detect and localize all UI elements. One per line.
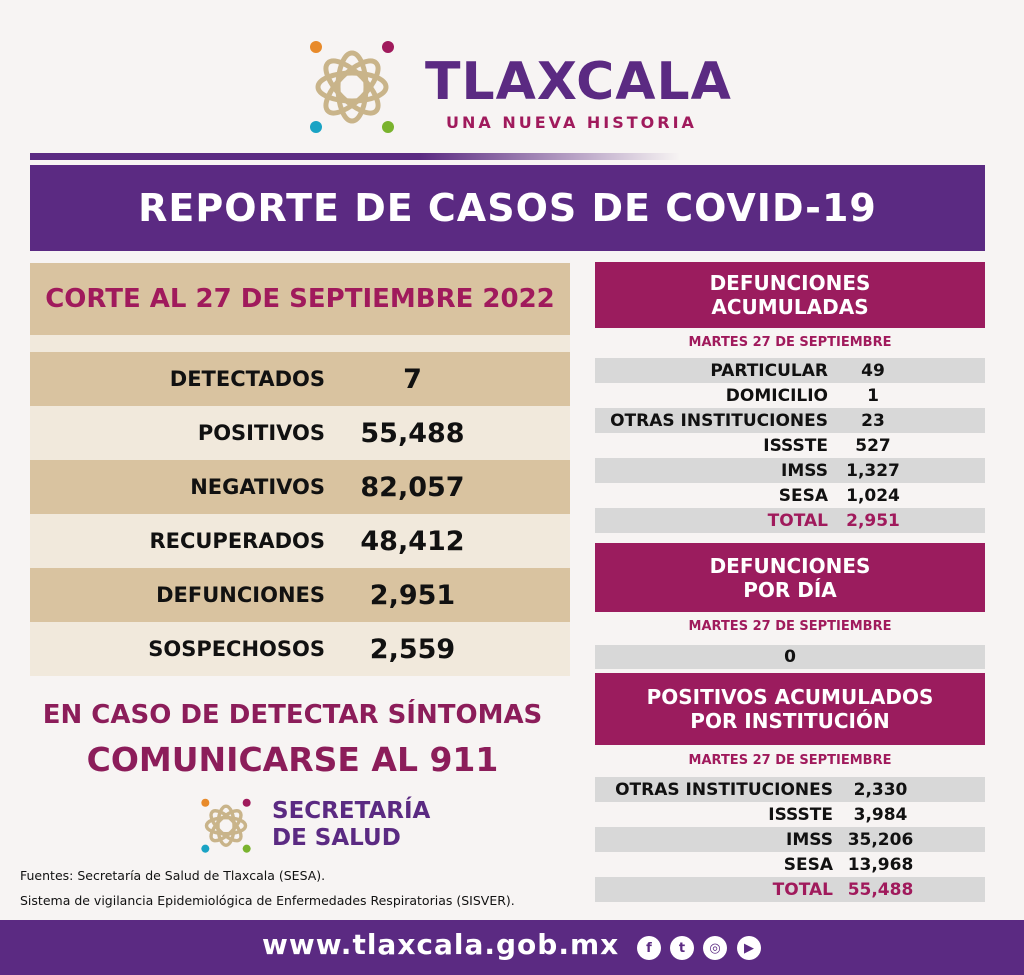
date-label: MARTES 27 DE SEPTIEMBRE xyxy=(688,619,892,634)
tlaxcala-logo xyxy=(310,41,394,133)
row-label: OTRAS INSTITUCIONES xyxy=(610,410,828,431)
secretaria-logo xyxy=(201,798,251,853)
table-row: TOTAL 2,951 xyxy=(595,508,985,533)
summary-row: RECUPERADOS 48,412 xyxy=(30,514,570,568)
row-value: 35,206 xyxy=(847,829,914,850)
row-label: ISSSTE xyxy=(763,435,828,456)
page-title: REPORTE DE CASOS DE COVID-19 xyxy=(30,165,985,251)
row-label: SOSPECHOSOS xyxy=(148,637,325,661)
row-value: 1 xyxy=(867,385,879,406)
row-value: 2,559 xyxy=(369,633,456,665)
table-row: IMSS 35,206 xyxy=(595,827,985,852)
defunciones-acumuladas-header: DEFUNCIONES ACUMULADAS xyxy=(595,262,985,328)
row-label: POSITIVOS xyxy=(197,421,325,445)
header-line: DEFUNCIONES xyxy=(709,553,871,578)
row-label: DETECTADOS xyxy=(169,367,325,391)
table-row: ISSSTE 3,984 xyxy=(595,802,985,827)
date-label: MARTES 27 DE SEPTIEMBRE xyxy=(688,335,892,350)
row-label: SESA xyxy=(783,854,833,875)
brand-name: TLAXCALA xyxy=(425,52,732,112)
secretaria-line: SECRETARÍA xyxy=(272,798,431,824)
table-row: OTRAS INSTITUCIONES 23 xyxy=(595,408,985,433)
row-label: TOTAL xyxy=(767,510,828,531)
table-row: OTRAS INSTITUCIONES 2,330 xyxy=(595,777,985,802)
summary-row: DEFUNCIONES 2,951 xyxy=(30,568,570,622)
table-row: SESA 1,024 xyxy=(595,483,985,508)
facebook-icon[interactable]: f xyxy=(637,936,661,960)
row-value: 55,488 xyxy=(847,879,914,900)
header-line: POR INSTITUCIÓN xyxy=(690,709,890,733)
instagram-icon[interactable]: ◎ xyxy=(703,936,727,960)
header-line: ACUMULADAS xyxy=(711,295,869,319)
table-row: SESA 13,968 xyxy=(595,852,985,877)
footer xyxy=(0,920,1024,975)
table-row: PARTICULAR 49 xyxy=(595,358,985,383)
row-label: NEGATIVOS xyxy=(190,475,325,499)
twitter-icon[interactable]: t xyxy=(670,936,694,960)
defunciones-dia-value: 0 xyxy=(595,645,985,669)
defunciones-table: PARTICULAR 49 DOMICILIO 1 OTRAS INSTITUCIONE… xyxy=(595,358,985,533)
table-row: IMSS 1,327 xyxy=(595,458,985,483)
summary-header: CORTE AL 27 DE SEPTIEMBRE 2022 xyxy=(30,263,570,335)
row-value: 2,951 xyxy=(846,510,900,531)
sources-line1: Fuentes: Secretaría de Salud de Tlaxcala… xyxy=(20,868,326,883)
row-label: RECUPERADOS xyxy=(149,529,325,553)
row-value: 48,412 xyxy=(360,525,465,557)
header-line: POR DÍA xyxy=(743,577,837,602)
table-row: ISSSTE 527 xyxy=(595,433,985,458)
positivos-institucion-header: POSITIVOS ACUMULADOS POR INSTITUCIÓN xyxy=(595,673,985,745)
row-label: TOTAL xyxy=(772,879,833,900)
sources-line2: Sistema de vigilancia Epidemiológica de … xyxy=(20,893,515,908)
summary-row: NEGATIVOS 82,057 xyxy=(30,460,570,514)
row-label: DOMICILIO xyxy=(725,385,828,406)
brand-tagline: UNA NUEVA HISTORIA xyxy=(446,113,697,132)
row-value: 2,330 xyxy=(853,779,908,800)
header-line: POSITIVOS ACUMULADOS xyxy=(646,685,934,709)
row-label: OTRAS INSTITUCIONES xyxy=(615,779,833,800)
date-label: MARTES 27 DE SEPTIEMBRE xyxy=(688,753,892,768)
row-label: IMSS xyxy=(781,460,828,481)
value: 0 xyxy=(784,647,796,667)
row-value: 55,488 xyxy=(360,417,465,449)
summary-panel: CORTE AL 27 DE SEPTIEMBRE 2022 DETECTADO… xyxy=(30,263,570,676)
row-value: 49 xyxy=(861,360,885,381)
row-value: 23 xyxy=(861,410,885,431)
table-row: DOMICILIO 1 xyxy=(595,383,985,408)
row-value: 3,984 xyxy=(853,804,908,825)
defunciones-dia-header: DEFUNCIONES POR DÍA xyxy=(595,543,985,612)
row-value: 7 xyxy=(403,363,422,395)
row-value: 1,327 xyxy=(846,460,900,481)
row-value: 82,057 xyxy=(360,471,465,503)
summary-row: DETECTADOS 7 xyxy=(30,352,570,406)
summary-row: POSITIVOS 55,488 xyxy=(30,406,570,460)
cta-line2: COMUNICARSE AL 911 xyxy=(86,740,499,779)
divider xyxy=(30,153,680,160)
secretaria-line: DE SALUD xyxy=(272,825,401,851)
header-line: DEFUNCIONES xyxy=(709,271,871,295)
table-row: TOTAL 55,488 xyxy=(595,877,985,902)
row-label: SESA xyxy=(778,485,828,506)
cta-line1: EN CASO DE DETECTAR SÍNTOMAS xyxy=(42,700,543,730)
row-value: 527 xyxy=(855,435,891,456)
youtube-icon[interactable]: ▶ xyxy=(737,936,761,960)
row-value: 1,024 xyxy=(846,485,900,506)
row-label: PARTICULAR xyxy=(710,360,828,381)
website-link[interactable]: www.tlaxcala.gob.mx xyxy=(262,928,620,961)
row-label: ISSSTE xyxy=(768,804,833,825)
row-value: 13,968 xyxy=(847,854,914,875)
secretaria-name: SECRETARÍA DE SALUD xyxy=(272,798,430,852)
summary-row: SOSPECHOSOS 2,559 xyxy=(30,622,570,676)
row-value: 2,951 xyxy=(369,579,456,611)
row-label: IMSS xyxy=(786,829,833,850)
row-label: DEFUNCIONES xyxy=(156,583,325,607)
positivos-table: OTRAS INSTITUCIONES 2,330 ISSSTE 3,984 IMSS 3… xyxy=(595,777,985,902)
